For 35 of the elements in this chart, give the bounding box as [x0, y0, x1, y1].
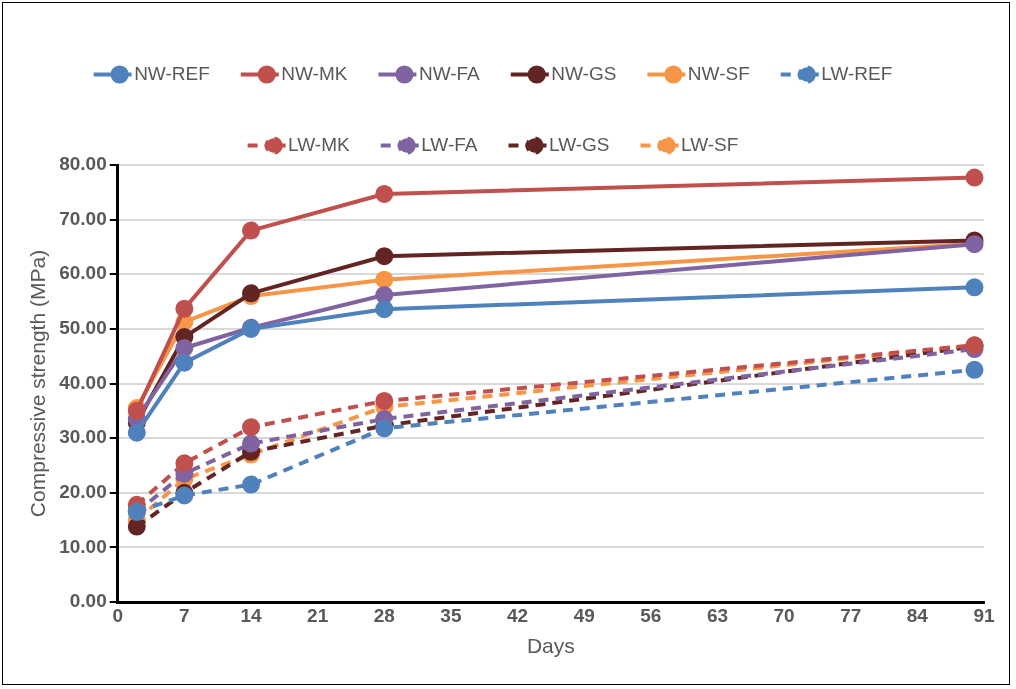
y-tick-label: 0.00	[69, 590, 107, 612]
x-tick-label: 91	[973, 604, 995, 626]
x-tick-label: 7	[179, 604, 190, 626]
legend-label: LW-MK	[288, 133, 351, 155]
x-tick-label: 0	[112, 604, 124, 626]
legend-label: LW-REF	[821, 62, 893, 84]
x-tick-label: 63	[706, 604, 729, 626]
legend-label: NW-GS	[551, 62, 617, 84]
legend-label: LW-SF	[681, 133, 739, 155]
legend-label: NW-SF	[687, 62, 750, 84]
x-tick-label: 49	[573, 604, 595, 626]
x-tick-label: 35	[440, 604, 462, 626]
x-tick-label: 84	[906, 604, 929, 626]
y-tick-label: 50.00	[59, 317, 107, 339]
y-tick-label: 10.00	[59, 535, 107, 557]
y-tick-label: 70.00	[59, 207, 107, 229]
y-tick-label: 60.00	[59, 262, 107, 284]
x-tick-label: 70	[773, 604, 795, 626]
legend-label: LW-GS	[549, 133, 610, 155]
x-tick-label: 56	[640, 604, 662, 626]
legend-label: NW-FA	[418, 62, 481, 84]
y-tick-label: 30.00	[59, 426, 107, 448]
x-tick-label: 14	[240, 604, 263, 626]
x-tick-label: 21	[307, 604, 329, 626]
x-tick-label: 77	[840, 604, 862, 626]
x-tick-label: 28	[373, 604, 395, 626]
y-tick-label: 40.00	[59, 371, 107, 393]
legend-label: NW-MK	[281, 62, 348, 84]
x-tick-label: 42	[506, 604, 529, 626]
legend-label: NW-REF	[134, 62, 210, 84]
y-tick-label: 20.00	[59, 480, 107, 502]
x-axis-title: Days	[526, 634, 575, 658]
y-axis-title: Compressive strength (MPa)	[26, 249, 50, 518]
y-tick-label: 80.00	[59, 153, 107, 175]
legend-label: LW-FA	[421, 133, 478, 155]
